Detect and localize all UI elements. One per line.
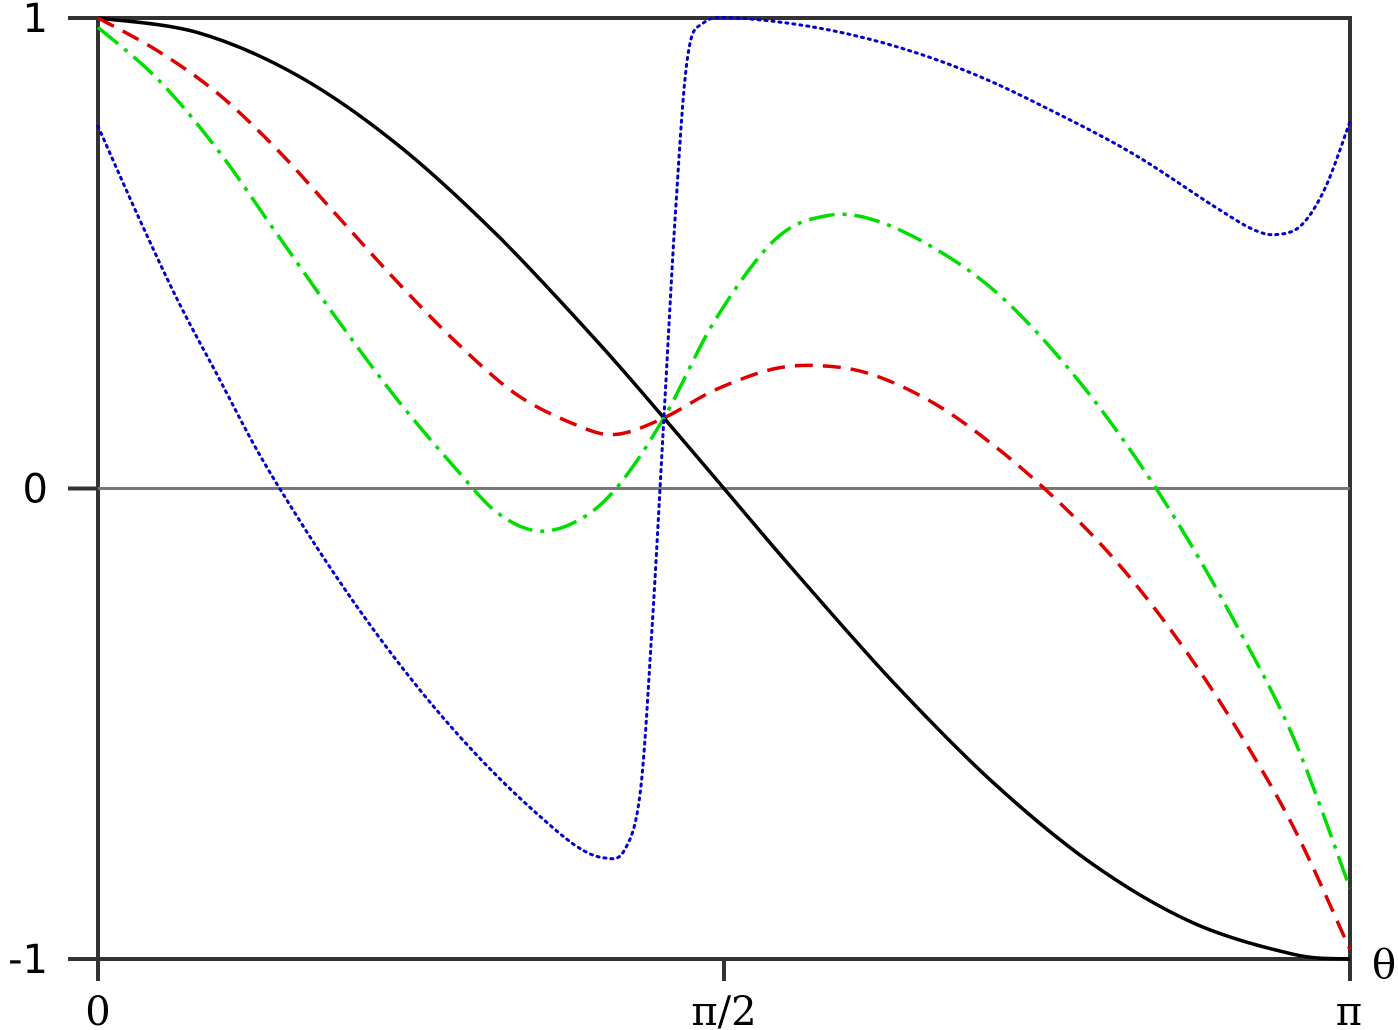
series-layer bbox=[96, 15, 1352, 961]
series-line-dashdot bbox=[96, 26, 1352, 890]
series-line-solid bbox=[97, 16, 1351, 961]
x-tick-label: π/2 bbox=[691, 989, 756, 1030]
series-line-dotted bbox=[96, 15, 1352, 861]
y-tick-label: -1 bbox=[8, 937, 48, 983]
x-tick-label: 0 bbox=[85, 989, 110, 1030]
x-tick-label: π bbox=[1336, 989, 1362, 1030]
y-tick-label: 0 bbox=[23, 467, 48, 513]
ticks: 0 π/2 π 1 0 -1 bbox=[8, 0, 1362, 1030]
series-line-dashed bbox=[97, 16, 1352, 951]
y-tick-label: 1 bbox=[23, 0, 48, 42]
x-axis-label: θ bbox=[1372, 942, 1396, 988]
